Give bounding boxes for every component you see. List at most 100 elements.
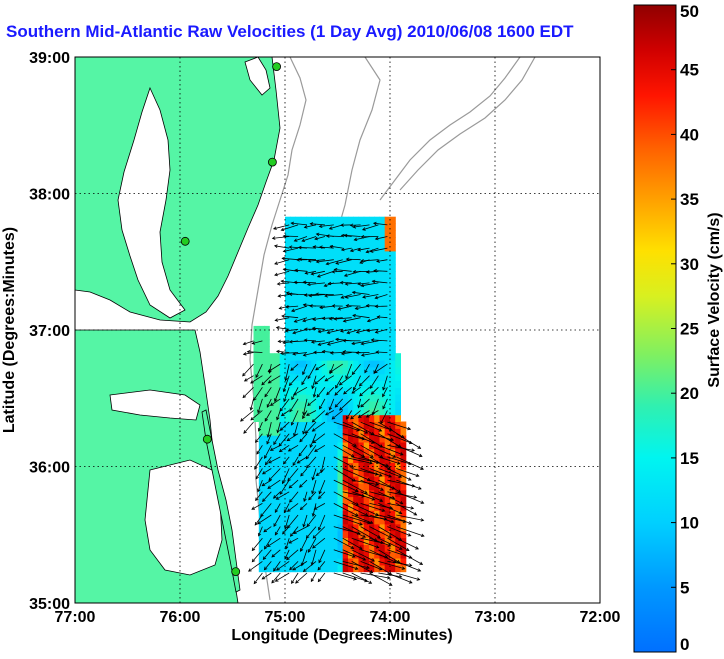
velocity-vector-head <box>276 282 281 286</box>
velocity-cell <box>390 387 396 395</box>
velocity-cell <box>327 223 333 231</box>
velocity-vector <box>346 328 361 334</box>
velocity-vector <box>346 258 361 261</box>
velocity-cell <box>316 421 323 429</box>
velocity-cell <box>316 325 323 334</box>
velocity-cell <box>353 298 359 306</box>
velocity-vector <box>319 305 334 309</box>
velocity-cell <box>258 414 265 422</box>
velocity-vector <box>396 468 419 477</box>
radar-station-marker <box>272 62 282 71</box>
velocity-cell <box>290 285 296 293</box>
velocity-cell <box>337 564 344 573</box>
velocity-vector-head <box>366 565 371 570</box>
velocity-vector-head <box>248 568 252 572</box>
velocity-vector-head <box>275 349 280 354</box>
velocity-cell <box>384 448 391 457</box>
velocity-vector-head <box>278 306 283 310</box>
velocity-vector <box>312 468 317 480</box>
velocity-cell <box>332 305 338 313</box>
velocity-vector-head <box>369 569 374 574</box>
velocity-cell <box>306 448 312 457</box>
velocity-cell <box>316 517 323 525</box>
velocity-vector-head <box>256 450 260 455</box>
velocity-cell <box>363 366 370 375</box>
velocity-cell <box>300 564 307 573</box>
velocity-cell <box>337 339 344 347</box>
velocity-vector <box>284 514 290 529</box>
velocity-vector <box>273 224 290 230</box>
velocity-vector-head <box>289 499 293 503</box>
velocity-vector-head <box>359 392 363 397</box>
velocity-cell <box>327 564 333 573</box>
velocity-cell <box>379 298 386 306</box>
velocity-cell <box>316 278 323 286</box>
velocity-cell <box>390 360 396 368</box>
velocity-cell <box>400 469 407 477</box>
velocity-vector-head <box>400 434 405 439</box>
velocity-vector-head <box>312 535 317 539</box>
velocity-cell <box>390 319 396 327</box>
velocity-cell <box>390 448 396 457</box>
velocity-cell <box>358 271 365 279</box>
velocity-cell <box>285 319 291 327</box>
velocity-cell <box>390 407 396 416</box>
velocity-vector <box>260 503 272 517</box>
velocity-vector-head <box>327 281 332 286</box>
velocity-cell <box>400 476 407 484</box>
velocity-vector <box>342 421 368 434</box>
velocity-vector <box>360 444 383 459</box>
velocity-cell <box>269 564 275 573</box>
velocity-cell <box>264 462 270 470</box>
velocity-vector-head <box>290 422 295 426</box>
velocity-cell <box>342 278 349 286</box>
velocity-vector-head <box>387 543 392 547</box>
velocity-vector <box>329 317 343 320</box>
velocity-cell <box>342 510 349 518</box>
velocity-vector <box>369 572 393 586</box>
velocity-cell <box>321 257 328 266</box>
velocity-cell <box>332 380 338 388</box>
velocity-vector <box>306 514 317 527</box>
velocity-vector-head <box>261 482 266 487</box>
velocity-vector <box>311 375 317 389</box>
velocity-vector <box>272 236 290 239</box>
velocity-cell <box>384 401 391 409</box>
velocity-vector <box>285 305 299 308</box>
velocity-vector <box>282 257 299 261</box>
velocity-cell <box>374 455 380 463</box>
velocity-vector-head <box>281 256 286 261</box>
velocity-cell <box>279 469 286 477</box>
velocity-cell <box>395 537 401 545</box>
velocity-vector <box>305 445 317 460</box>
velocity-vector <box>273 514 281 527</box>
velocity-cell <box>358 360 365 368</box>
velocity-cell <box>353 230 359 238</box>
velocity-vector-head <box>371 431 375 436</box>
velocity-vector <box>313 246 325 249</box>
velocity-cell <box>363 537 370 545</box>
velocity-vector-head <box>285 291 290 295</box>
velocity-vector-head <box>299 438 303 443</box>
velocity-vector <box>342 433 365 440</box>
velocity-cell <box>295 517 302 525</box>
velocity-vector <box>251 549 263 562</box>
velocity-cell <box>269 517 275 525</box>
velocity-cell <box>353 462 359 470</box>
velocity-cell <box>290 230 296 238</box>
velocity-cell <box>363 469 370 477</box>
velocity-cell <box>321 489 328 498</box>
velocity-cell <box>337 257 344 266</box>
velocity-vector-head <box>286 556 290 561</box>
velocity-vector-head <box>354 488 359 493</box>
velocity-cell <box>353 517 359 525</box>
velocity-vector <box>266 398 272 408</box>
velocity-cell <box>285 332 291 341</box>
velocity-cell <box>295 216 302 225</box>
velocity-cell <box>363 496 370 504</box>
velocity-vector <box>277 282 290 285</box>
velocity-vector <box>376 259 388 262</box>
velocity-cell <box>311 264 317 272</box>
velocity-cell <box>269 462 275 470</box>
velocity-cell <box>279 360 286 368</box>
